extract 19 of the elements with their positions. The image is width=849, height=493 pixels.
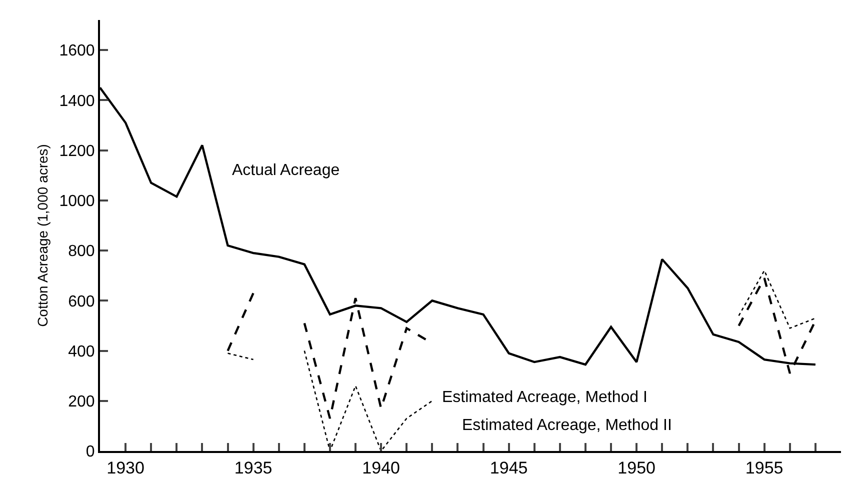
y-tick-label: 1000 (59, 193, 95, 210)
annotation: Estimated Acreage, Method I (442, 389, 648, 406)
y-tick-label: 1600 (59, 42, 95, 60)
y-axis-title: Cotton Acreage (1,000 acres) (34, 144, 50, 327)
y-tick-label: 1400 (59, 92, 95, 110)
y-tick-label: 1200 (59, 142, 95, 160)
y-tick-label: 0 (86, 444, 95, 461)
x-tick-label: 1950 (618, 458, 656, 478)
y-tick-label: 600 (68, 293, 95, 310)
y-tick-label: 400 (68, 343, 95, 360)
x-tick-label: 1940 (362, 458, 400, 478)
y-tick-label: 200 (68, 393, 95, 410)
x-tick-label: 1945 (490, 458, 528, 478)
annotation: Estimated Acreage, Method II (462, 417, 672, 434)
annotation: Actual Acreage (232, 162, 340, 179)
x-tick-label: 1935 (234, 458, 272, 478)
x-tick-label: 1955 (745, 458, 784, 478)
x-tick-label: 1930 (106, 458, 144, 478)
y-tick-label: 800 (68, 243, 95, 260)
